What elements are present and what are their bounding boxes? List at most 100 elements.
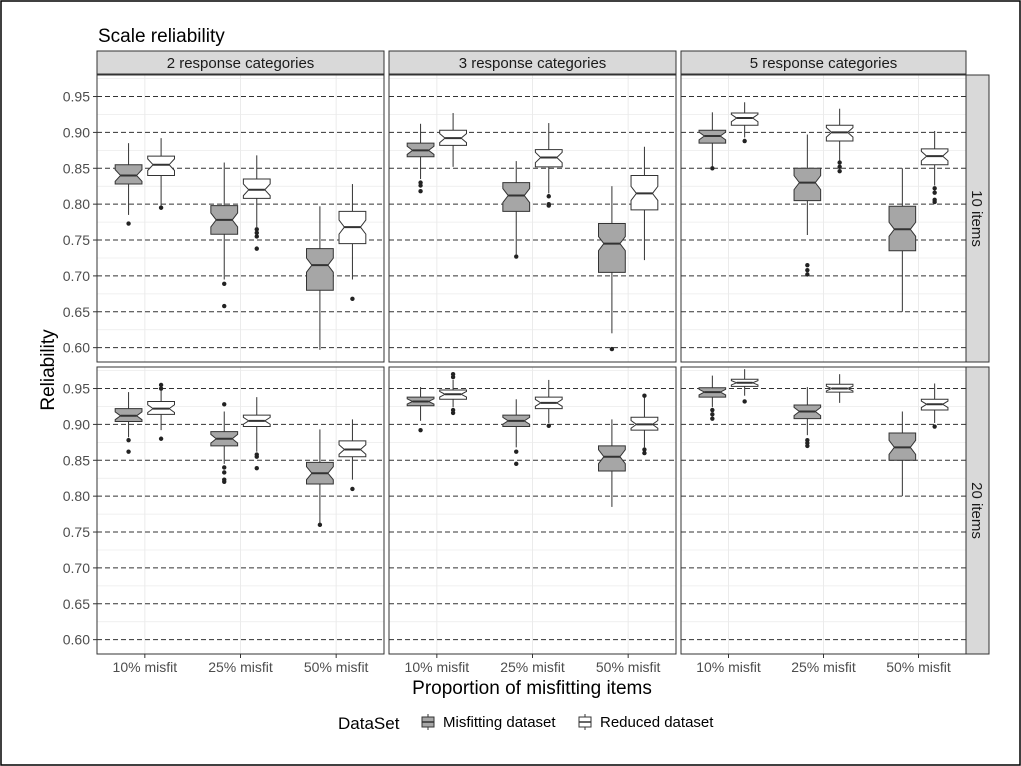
outlier-point — [254, 465, 259, 471]
box-group — [534, 379, 563, 429]
y-tick-label: 0.75 — [63, 524, 90, 540]
box-group — [630, 146, 659, 261]
box-group — [825, 108, 854, 174]
outlier-point — [642, 447, 647, 452]
outlier-point — [710, 166, 715, 171]
box-group — [502, 399, 531, 467]
x-tick-label: 10% misfit — [696, 659, 761, 675]
outlier-point — [350, 296, 355, 302]
outlier-point — [805, 262, 810, 268]
row-strip-label: 20 items — [968, 482, 985, 539]
box-group — [306, 429, 334, 528]
outlier-point — [222, 470, 227, 475]
y-tick-label: 0.95 — [63, 381, 90, 397]
outlier-point — [222, 465, 227, 470]
box — [114, 164, 143, 185]
column-strip-label: 3 response categories — [459, 55, 607, 72]
box-group — [406, 387, 435, 433]
outlier-point — [837, 168, 842, 174]
outlier-point — [932, 190, 937, 195]
outlier-point — [222, 281, 227, 286]
box-group — [114, 392, 143, 454]
legend-label: Misfitting dataset — [443, 714, 556, 731]
box-group — [114, 143, 143, 226]
outlier-point — [254, 227, 259, 232]
box-group — [630, 393, 659, 456]
outlier-point — [317, 522, 323, 528]
box-group — [210, 402, 239, 484]
outlier-point — [254, 230, 259, 236]
outlier-point — [222, 402, 227, 407]
box-group — [439, 113, 467, 167]
y-tick-label: 0.85 — [63, 452, 90, 468]
outlier-point — [805, 267, 810, 273]
outlier-point — [805, 272, 810, 277]
outlier-point — [350, 486, 355, 492]
box-group — [338, 419, 367, 492]
box-group — [306, 206, 334, 350]
x-axis-title: Proportion of misfitting items — [412, 678, 652, 699]
outlier-point — [158, 386, 164, 391]
box-group — [730, 102, 759, 144]
box-group — [888, 168, 917, 312]
box — [598, 223, 626, 273]
panel-border — [96, 74, 385, 363]
x-tick-label: 25% misfit — [791, 659, 856, 675]
outlier-point — [932, 199, 937, 205]
x-tick-label: 25% misfit — [500, 659, 565, 675]
box-group — [698, 112, 727, 171]
panels: 2 response categories 3 response categori… — [63, 50, 990, 675]
panel — [388, 74, 677, 363]
box-group — [502, 161, 531, 259]
outlier-point — [126, 221, 131, 226]
outlier-point — [254, 454, 259, 459]
outlier-point — [126, 437, 131, 443]
outlier-point — [609, 346, 615, 352]
outlier-point — [932, 186, 937, 191]
outlier-point — [418, 189, 423, 194]
y-tick-label: 0.60 — [63, 340, 90, 356]
outlier-point — [418, 427, 423, 433]
outlier-point — [254, 246, 259, 251]
box-group — [698, 375, 727, 421]
box-group — [598, 186, 626, 352]
box-group — [534, 123, 563, 208]
outlier-point — [932, 424, 937, 429]
box-group — [406, 123, 435, 194]
panel-border — [388, 74, 677, 363]
outlier-point — [642, 393, 647, 398]
outlier-point — [450, 374, 456, 380]
outlier-point — [450, 410, 456, 416]
box-group — [147, 382, 175, 441]
legend-key — [578, 714, 592, 730]
chart-title: Scale reliability — [98, 26, 225, 47]
panel-border — [680, 74, 967, 363]
column-strip-label: 5 response categories — [750, 55, 898, 72]
legend-title: DataSet — [338, 714, 400, 733]
outlier-point — [222, 479, 227, 484]
outlier-point — [742, 399, 747, 404]
x-tick-label: 50% misfit — [596, 659, 661, 675]
box-group — [338, 184, 367, 302]
y-tick-label: 0.90 — [63, 124, 90, 140]
box-group — [888, 411, 917, 497]
outlier-point — [546, 203, 551, 208]
box — [502, 182, 531, 212]
box — [730, 112, 759, 126]
outlier-point — [837, 164, 842, 170]
box-group — [730, 369, 759, 404]
y-tick-label: 0.70 — [63, 268, 90, 284]
row-strip-label: 10 items — [968, 190, 985, 247]
outlier-point — [546, 423, 551, 429]
legend-label: Reduced dataset — [600, 714, 714, 731]
outlier-point — [254, 234, 259, 239]
x-tick-label: 25% misfit — [208, 659, 273, 675]
y-tick-label: 0.75 — [63, 232, 90, 248]
y-tick-label: 0.90 — [63, 416, 90, 432]
y-tick-label: 0.80 — [63, 196, 90, 212]
y-tick-label: 0.70 — [63, 560, 90, 576]
box — [306, 248, 334, 291]
outlier-point — [742, 138, 747, 144]
